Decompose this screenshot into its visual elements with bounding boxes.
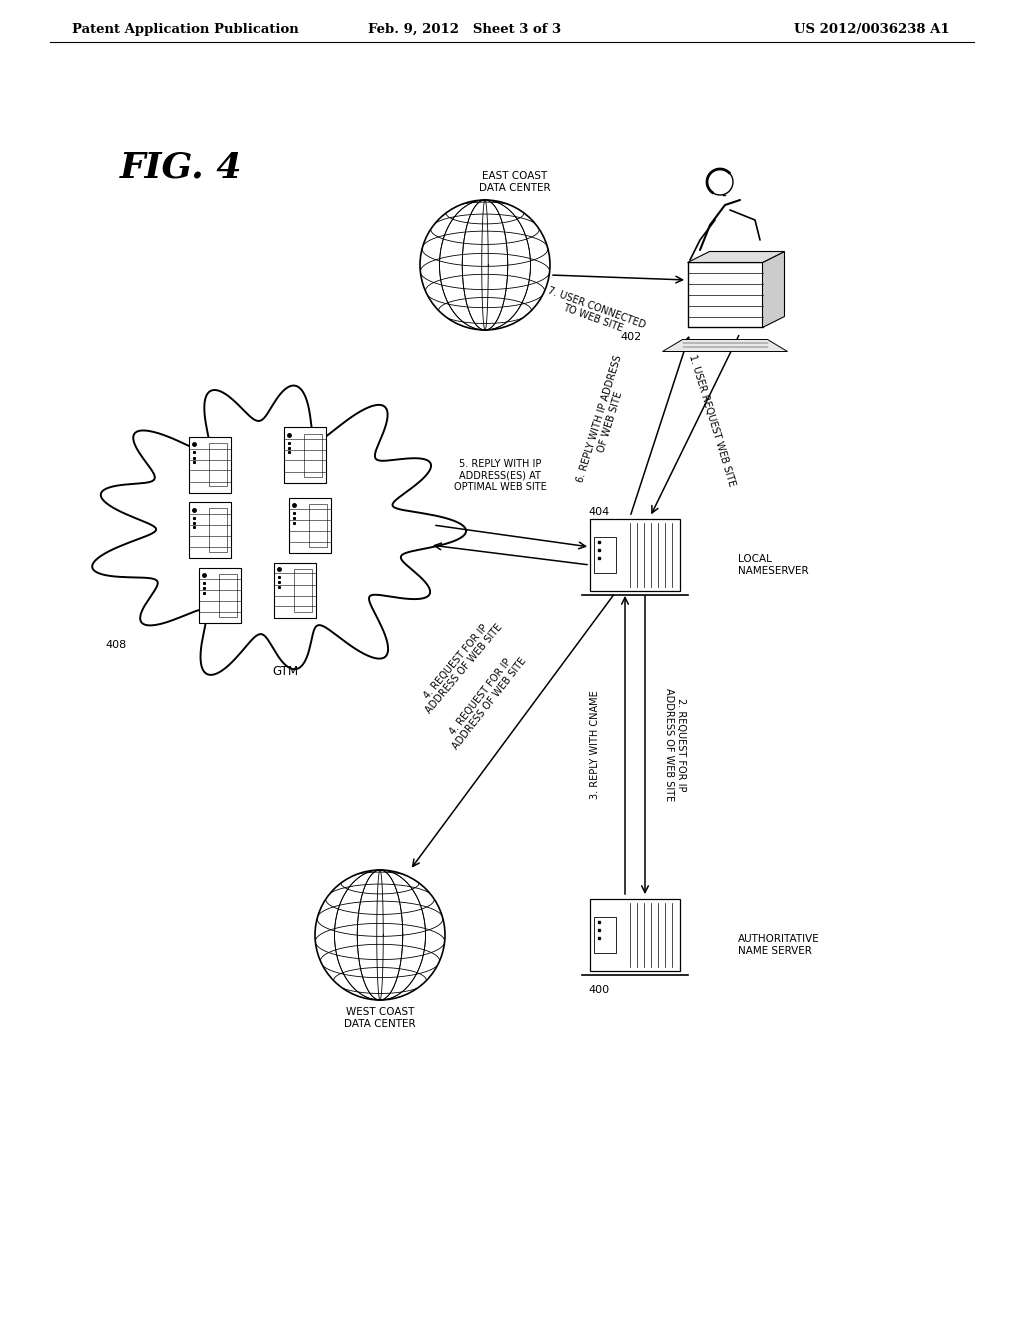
Text: EAST COAST
DATA CENTER: EAST COAST DATA CENTER [479,172,551,193]
Circle shape [315,870,445,1001]
Text: 6. REPLY WITH IP ADDRESS
OF WEB SITE: 6. REPLY WITH IP ADDRESS OF WEB SITE [575,354,635,487]
Bar [594,537,616,573]
Text: 3. REPLY WITH CNAME: 3. REPLY WITH CNAME [590,690,600,800]
Text: FIG. 4: FIG. 4 [120,150,243,183]
Bar [590,899,680,972]
Text: LOCAL
NAMESERVER: LOCAL NAMESERVER [738,554,809,576]
Bar [189,437,231,492]
Bar [209,444,227,487]
Text: US 2012/0036238 A1: US 2012/0036238 A1 [795,22,950,36]
Text: GTM: GTM [272,665,298,678]
Text: 1. USER REQUEST WEB SITE: 1. USER REQUEST WEB SITE [687,352,737,487]
Text: 408: 408 [105,640,126,649]
Bar [294,569,312,611]
Bar [189,503,231,557]
Text: 404: 404 [589,507,610,517]
Bar [687,263,763,327]
Text: 7. USER CONNECTED
TO WEB SITE: 7. USER CONNECTED TO WEB SITE [543,285,647,341]
Bar [219,573,237,616]
Bar [284,428,326,483]
Text: 400: 400 [589,985,610,995]
Bar [304,433,322,477]
Text: 402: 402 [620,333,641,342]
Bar [274,562,316,618]
Circle shape [420,201,550,330]
Text: 4. REQUEST FOR IP
ADDRESS OF WEB SITE: 4. REQUEST FOR IP ADDRESS OF WEB SITE [441,648,528,751]
Polygon shape [763,252,784,327]
Polygon shape [687,252,784,263]
Text: 2. REQUEST FOR IP
ADDRESS OF WEB SITE: 2. REQUEST FOR IP ADDRESS OF WEB SITE [665,688,686,801]
Bar [209,508,227,552]
Bar [199,568,241,623]
Bar [309,503,327,546]
Text: 4. REQUEST FOR IP
ADDRESS OF WEB SITE: 4. REQUEST FOR IP ADDRESS OF WEB SITE [416,615,505,715]
Circle shape [707,169,733,195]
Text: Patent Application Publication: Patent Application Publication [72,22,299,36]
Polygon shape [92,385,466,675]
Bar [594,917,616,953]
Bar [289,498,331,553]
Bar [590,519,680,591]
Text: AUTHORITATIVE
NAME SERVER: AUTHORITATIVE NAME SERVER [738,935,820,956]
Text: 5. REPLY WITH IP
ADDRESS(ES) AT
OPTIMAL WEB SITE: 5. REPLY WITH IP ADDRESS(ES) AT OPTIMAL … [454,459,547,492]
Polygon shape [663,339,787,351]
Text: WEST COAST
DATA CENTER: WEST COAST DATA CENTER [344,1007,416,1028]
Text: Feb. 9, 2012   Sheet 3 of 3: Feb. 9, 2012 Sheet 3 of 3 [369,22,561,36]
